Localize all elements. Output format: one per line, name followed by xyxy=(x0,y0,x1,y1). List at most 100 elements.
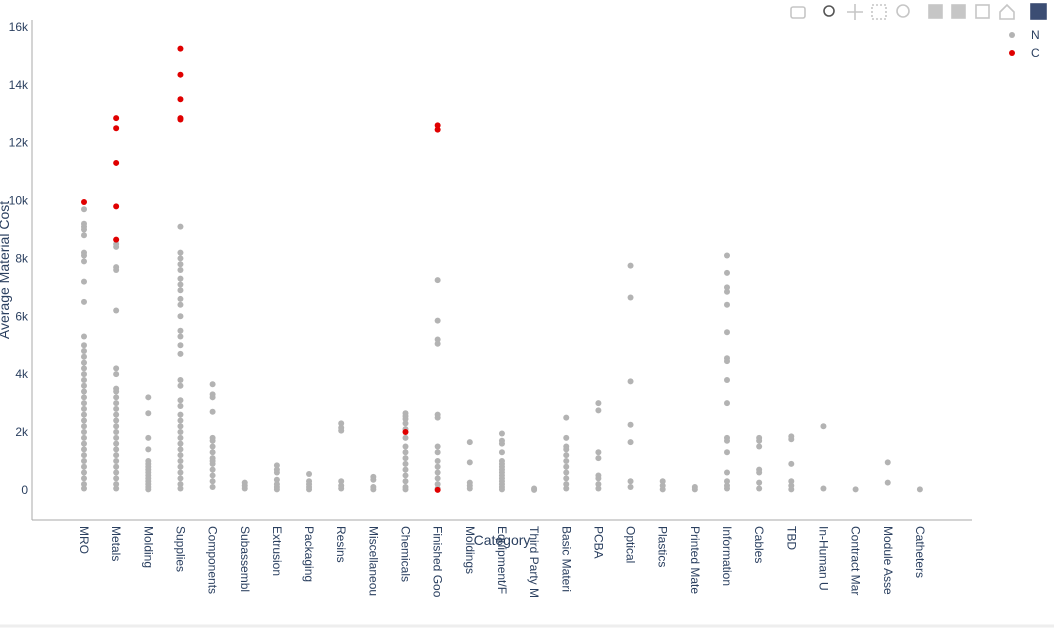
point xyxy=(113,485,120,492)
point xyxy=(563,475,570,482)
point xyxy=(563,481,570,488)
point xyxy=(177,301,184,308)
zoom-out-icon[interactable] xyxy=(951,4,966,19)
point xyxy=(434,457,441,464)
point xyxy=(81,342,87,349)
y-tick-label: 0 xyxy=(21,483,28,497)
point xyxy=(531,486,538,493)
point xyxy=(338,478,345,485)
point xyxy=(306,486,313,493)
point xyxy=(177,429,184,436)
point xyxy=(402,486,409,493)
point xyxy=(177,397,184,404)
x-tick-label: Information xyxy=(720,526,734,586)
point xyxy=(81,400,87,407)
point xyxy=(402,472,409,479)
point xyxy=(81,469,87,476)
point xyxy=(724,376,730,383)
point xyxy=(177,350,184,357)
point xyxy=(177,417,184,424)
point xyxy=(113,475,120,482)
point xyxy=(81,206,87,213)
point xyxy=(177,457,184,464)
point xyxy=(306,470,313,477)
point xyxy=(402,434,409,441)
point xyxy=(820,485,827,492)
y-tick-label: 6k xyxy=(15,309,29,323)
point xyxy=(177,261,184,268)
point xyxy=(145,410,152,417)
point xyxy=(402,460,409,467)
point xyxy=(659,486,666,493)
point xyxy=(627,378,634,385)
point xyxy=(209,484,216,491)
x-tick-label: Components xyxy=(206,526,220,594)
point xyxy=(209,408,216,415)
point xyxy=(113,394,120,401)
point xyxy=(113,388,120,395)
point xyxy=(177,376,184,383)
point xyxy=(273,462,280,469)
point xyxy=(563,485,570,492)
point xyxy=(81,359,87,366)
point xyxy=(498,440,505,447)
point xyxy=(81,463,87,470)
point xyxy=(177,333,184,340)
point xyxy=(434,443,441,450)
point xyxy=(177,45,184,52)
point xyxy=(338,427,345,434)
x-tick-label: Contract Mar xyxy=(849,526,863,595)
point xyxy=(402,416,409,423)
x-tick-label: Moldings xyxy=(463,526,477,574)
reset-icon[interactable] xyxy=(999,3,1015,20)
point xyxy=(595,481,602,488)
box-select-icon[interactable] xyxy=(871,4,887,20)
point xyxy=(466,485,473,492)
point xyxy=(113,243,120,250)
autoscale-icon[interactable] xyxy=(975,4,990,19)
point xyxy=(788,436,795,443)
point xyxy=(627,484,634,491)
point xyxy=(113,405,120,412)
zoom-icon[interactable] xyxy=(823,5,835,17)
point xyxy=(273,486,280,493)
point xyxy=(81,423,87,430)
point xyxy=(627,439,634,446)
zoom-in-icon[interactable] xyxy=(928,4,943,19)
point xyxy=(595,485,602,492)
point xyxy=(113,463,120,470)
point xyxy=(177,485,184,492)
point xyxy=(113,203,120,210)
point xyxy=(177,96,184,103)
point xyxy=(113,365,120,372)
point xyxy=(177,423,184,430)
point xyxy=(81,333,87,340)
point xyxy=(241,485,248,492)
point xyxy=(884,479,891,486)
x-tick-label: Cables xyxy=(752,526,766,563)
point xyxy=(563,434,570,441)
point xyxy=(209,381,216,388)
point xyxy=(177,481,184,488)
point xyxy=(81,481,87,488)
point xyxy=(209,449,216,456)
point xyxy=(177,382,184,389)
legend-marker xyxy=(1009,32,1015,38)
x-tick-label: Equipment/F xyxy=(495,526,509,594)
camera-icon[interactable] xyxy=(790,6,806,19)
point xyxy=(113,267,120,273)
point xyxy=(563,446,570,453)
point xyxy=(724,469,730,476)
point xyxy=(788,478,795,485)
plotly-logo[interactable] xyxy=(1030,3,1047,20)
point xyxy=(177,223,184,230)
lasso-icon[interactable] xyxy=(896,4,910,18)
pan-icon[interactable] xyxy=(847,4,863,20)
point xyxy=(177,287,184,294)
point xyxy=(177,313,184,320)
point xyxy=(81,278,87,285)
point xyxy=(434,449,441,456)
point xyxy=(113,411,120,418)
legend-label: C xyxy=(1031,46,1040,60)
point xyxy=(177,411,184,418)
